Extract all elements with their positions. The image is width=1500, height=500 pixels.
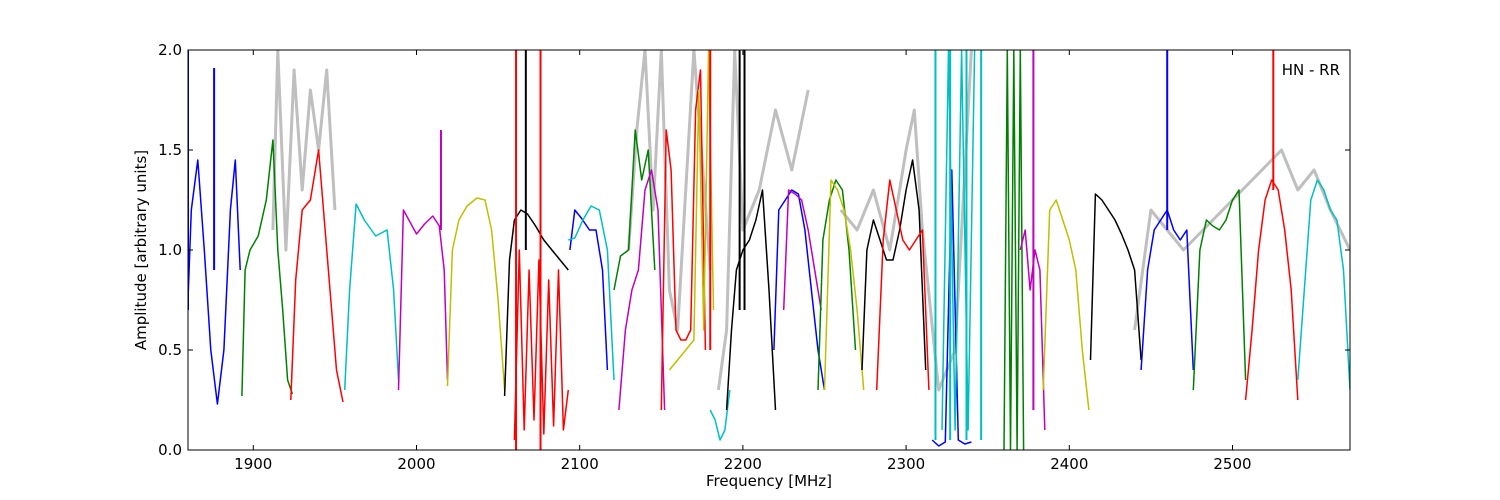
- series-magenta-line: [618, 169, 666, 411]
- series-olive-line: [668, 50, 715, 371]
- series-olive-line: [446, 197, 506, 391]
- series-cyan-line: [709, 389, 731, 441]
- y-tick-label: 1.0: [158, 241, 182, 259]
- series-magenta-line: [397, 209, 449, 391]
- series-magenta-line: [782, 189, 822, 311]
- series-green-line: [241, 139, 294, 397]
- series-olive-line: [1042, 199, 1090, 411]
- series-blue-line: [569, 209, 609, 371]
- y-tick-label: 1.5: [158, 141, 182, 159]
- series-red-line: [1244, 179, 1299, 401]
- reference-curve: [271, 50, 337, 252]
- x-tick-label: 2300: [887, 455, 925, 473]
- x-tick-label: 2200: [724, 455, 762, 473]
- y-tick-label: 0.5: [158, 341, 182, 359]
- reference-curve: [716, 50, 810, 391]
- x-axis-label: Frequency [MHz]: [706, 472, 832, 490]
- series-cyan-line: [343, 203, 400, 391]
- baseline-annotation: HN - RR: [1282, 61, 1340, 79]
- series-black-line: [725, 189, 777, 411]
- series-black-line: [861, 159, 927, 371]
- series-blue-line: [188, 159, 241, 405]
- x-tick-label: 1900: [234, 455, 272, 473]
- series-cyan-line: [1297, 179, 1350, 391]
- series-olive-line: [823, 179, 865, 391]
- series-green-line: [817, 179, 857, 391]
- plot-area: [188, 50, 1350, 450]
- y-axis: 0.0 0.5 1.0 1.5 2.0: [158, 41, 1350, 459]
- series-green-line: [613, 129, 656, 291]
- x-tick-label: 2000: [397, 455, 435, 473]
- x-tick-label: 2500: [1213, 455, 1251, 473]
- series-red-line: [875, 179, 930, 391]
- series-cyan-line: [941, 50, 976, 431]
- reference-curve: [1133, 148, 1350, 331]
- series-green-line: [1192, 189, 1247, 391]
- reference-curve: [627, 50, 712, 332]
- series-black-line: [503, 209, 569, 397]
- y-axis-label: Amplitude [arbitrary units]: [132, 150, 150, 350]
- x-axis: 1900 2000 2100 2200 2300 2400 2500: [234, 50, 1252, 473]
- series-red-line: [290, 149, 344, 403]
- x-tick-label: 2400: [1050, 455, 1088, 473]
- series-blue-line: [773, 189, 826, 391]
- x-tick-label: 2100: [561, 455, 599, 473]
- series-blue-line: [931, 169, 972, 447]
- y-tick-label: 0.0: [158, 441, 182, 459]
- y-tick-label: 2.0: [158, 41, 182, 59]
- series-cyan-line: [568, 205, 615, 381]
- series-black-line: [1089, 193, 1142, 361]
